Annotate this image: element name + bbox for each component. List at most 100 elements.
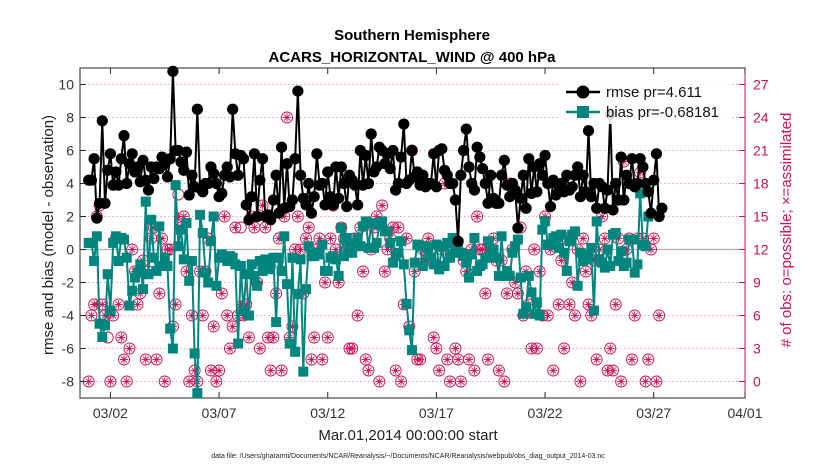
bias-point [208,211,219,222]
asterisk-stroke [302,235,310,242]
obs-assimilated-point [443,355,452,364]
bias-point [583,249,594,260]
rmse-point [286,194,299,206]
asterisk-stroke [465,356,473,363]
rmse-point [479,177,491,190]
bias-point [268,252,279,263]
obs-assimilated-point [481,289,490,298]
asterisk-stroke [528,345,535,352]
obs-possible-point [463,353,475,366]
obs-assimilated-point [502,289,512,298]
obs-possible-point [126,243,139,256]
bias-point [271,317,282,328]
obs-assimilated-point [592,355,601,364]
asterisk-stroke [281,213,288,220]
bias-point [184,275,195,286]
rmse-point [248,148,260,160]
obs-assimilated-point [119,355,129,364]
asterisk-stroke [251,224,258,231]
bias-point [621,257,632,268]
obs-possible-point [533,265,546,278]
obs-possible-point [275,364,288,377]
bias-point [575,247,586,258]
legend-label-rmse: rmse pr=4.611 [606,84,702,101]
bias-point [279,231,290,242]
asterisk-stroke [571,312,579,319]
obs-assimilated-point [627,355,637,364]
obs-possible-point [604,342,617,355]
asterisk-stroke [213,378,220,385]
bias-point [249,270,260,281]
x-tick-label: 03/07 [202,405,237,421]
bias-point [110,231,121,242]
rmse-point [281,158,293,170]
asterisk-stroke [503,290,511,297]
bias-point [521,302,532,313]
rmse-point [460,123,472,135]
bias-point [330,254,341,265]
asterisk-stroke [199,312,207,319]
bias-point [203,277,214,288]
bias-point [233,338,244,349]
asterisk-stroke [210,323,217,330]
obs-assimilated-point [353,311,362,320]
obs-assimilated-point [532,344,542,353]
obs-possible-point [118,353,130,366]
obs-assimilated-point [214,366,224,375]
rmse-point [615,151,627,163]
rmse-point [210,177,222,190]
bias-point [444,252,455,263]
asterisk-stroke [495,367,503,374]
rmse-point [96,115,108,127]
bias-point [287,252,298,263]
bias-point [138,284,149,295]
bias-point [428,259,439,270]
bias-point [605,261,616,271]
obs-possible-point [389,364,402,377]
asterisk-stroke [612,301,619,308]
bias-point [635,188,646,199]
obs-assimilated-point [98,300,107,309]
obs-assimilated-point [415,355,425,364]
asterisk-stroke [153,356,160,363]
bias-point [480,252,491,263]
rmse-point [468,184,481,196]
asterisk-stroke [321,279,329,286]
obs-possible-point [590,353,603,366]
chart-title: Southern Hemisphere [334,27,490,44]
obs-possible-point [218,210,231,223]
asterisk-stroke [585,301,592,308]
y-right-tick-label: 21 [753,143,769,159]
y-axis-label: rmse and bias (model - observation) [40,115,57,355]
rmse-point [384,163,396,175]
obs-assimilated-point [513,289,523,298]
bias-point [534,310,545,321]
obs-possible-point [378,265,391,278]
bias-point [211,280,222,291]
obs-assimilated-point [434,366,444,375]
y-right-tick-label: 3 [753,341,761,357]
rmse-point [392,177,404,190]
obs-assimilated-point [261,223,270,232]
asterisk-stroke [123,378,130,385]
obs-assimilated-point [565,300,574,309]
asterisk-stroke [365,367,372,374]
obs-assimilated-point [293,212,303,221]
obs-possible-point [253,342,266,355]
asterisk-stroke [479,246,486,253]
rmse-point [637,161,649,173]
obs-assimilated-point [255,344,265,353]
bias-point [523,270,534,281]
asterisk-stroke [215,367,223,374]
bias-point [387,257,398,268]
bias-point [415,241,426,252]
obs-assimilated-point [451,344,460,353]
bias-point [189,348,200,359]
obs-assimilated-point [581,267,591,276]
bias-point [146,214,157,225]
bias-point [439,261,450,271]
bias-point [559,247,570,258]
obs-assimilated-point [320,278,330,287]
obs-assimilated-point [220,212,229,221]
asterisk-stroke [310,334,318,341]
